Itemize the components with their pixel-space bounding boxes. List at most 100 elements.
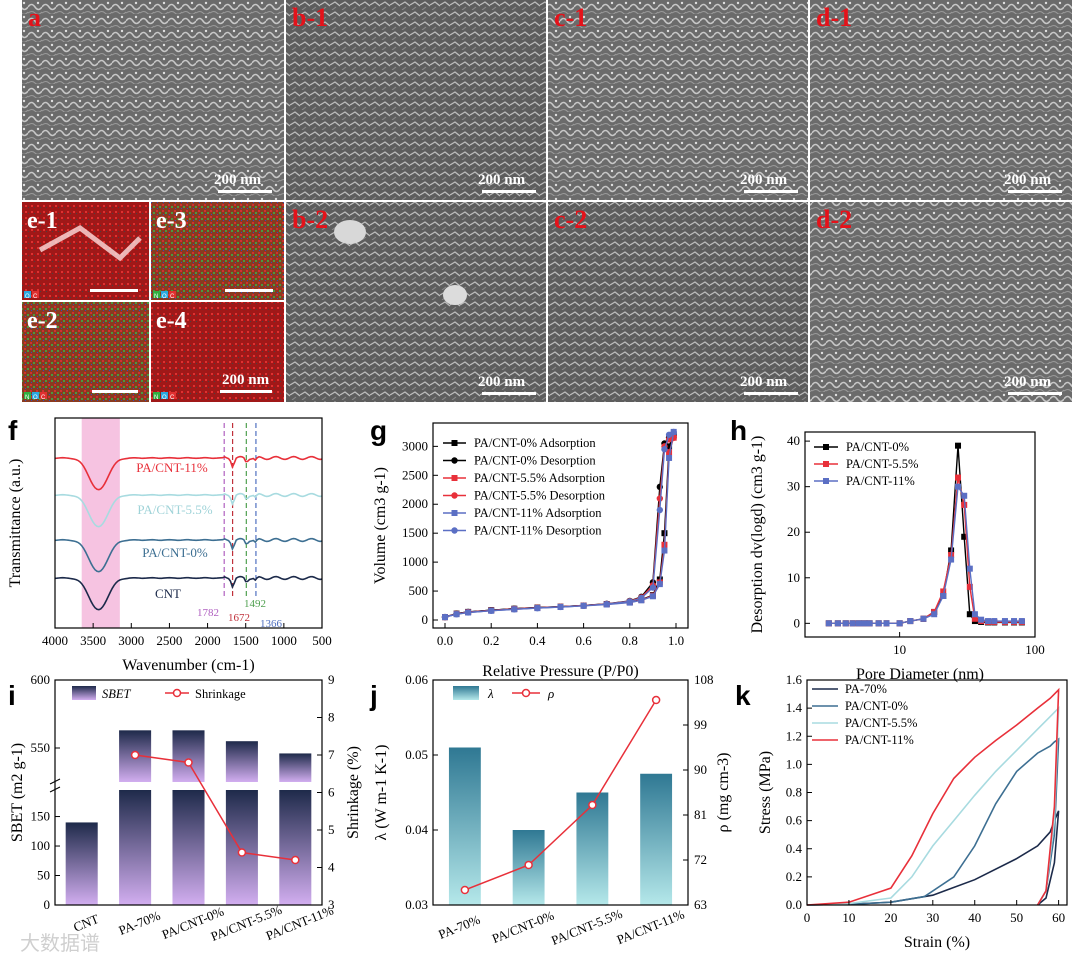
scale-bar-d2: 200 nm	[1004, 374, 1052, 390]
chart-conductivity-density: PA-70% PA/CNT-0%PA/CNT-5.5%PA/CNT-11% 0.03…	[373, 672, 732, 948]
rho-ytick-label: 81	[694, 807, 707, 822]
iso-ytick-label: 1000	[402, 554, 428, 569]
iso-xtick-label: 1.0	[668, 633, 684, 648]
stress-xlabel: Strain (%)	[904, 934, 970, 951]
sbet-ytick-label: 50	[37, 868, 50, 883]
lambda-ytick-label: 0.03	[405, 897, 428, 912]
pore-legend-marker	[823, 478, 829, 484]
iso-point	[441, 613, 449, 621]
stress-ylabel: Stress (MPa)	[757, 751, 774, 834]
scale-bar-c1: 200 nm	[740, 172, 788, 188]
iso-point	[511, 606, 518, 613]
iso-point	[603, 600, 610, 608]
shrink-ytick-label: 7	[328, 747, 335, 762]
stress-xtick-label: 20	[884, 910, 897, 925]
sbet-ylabel: SBET (m2 g-1)	[9, 743, 26, 842]
pore-point	[961, 533, 968, 540]
sbet-bar	[172, 730, 205, 782]
pore-point	[991, 618, 998, 625]
rho-legend-marker	[521, 688, 531, 698]
rho-ylabel: ρ (mg cm-3)	[715, 753, 732, 833]
ftir-peak-label: 1672	[228, 612, 250, 624]
pore-legend-label: PA/CNT-0%	[846, 440, 909, 454]
axis-break-mask	[55, 782, 63, 790]
ftir-xtick-label: 2500	[156, 633, 182, 648]
pore-point	[961, 492, 968, 499]
panel-letter-g: g	[370, 415, 387, 446]
sbet-bar	[225, 790, 258, 905]
lambda-ytick-label: 0.04	[405, 822, 428, 837]
sem-panel-c2: c-2 200 nm	[548, 202, 808, 402]
stress-xtick-label: 60	[1052, 910, 1065, 925]
shrink-ytick-label: 9	[328, 672, 335, 687]
iso-legend-label: PA/CNT-11% Desorption	[474, 524, 602, 538]
chart-sbet-shrinkage: CNT PA-70%PA/CNT-0%PA/CNT-5.5%PA/CNT-11%0…	[9, 672, 362, 944]
scale-bar-a: 200 nm	[214, 172, 262, 188]
iso-point	[580, 602, 587, 610]
stress-legend-label: PA-70%	[845, 682, 887, 696]
pore-point	[866, 620, 873, 627]
shrink-ytick-label: 8	[328, 710, 335, 725]
pore-point	[948, 556, 955, 563]
iso-xtick-label: 0.0	[437, 633, 453, 648]
iso-legend-marker	[451, 527, 458, 534]
ftir-peak-label: 1492	[244, 598, 266, 610]
ftir-series-line	[54, 455, 323, 491]
lambda-legend-label: λ	[487, 686, 494, 701]
scale-bar-b2: 200 nm	[478, 374, 526, 390]
eds-label-e1: e-1	[27, 208, 58, 234]
shrink-ytick-label: 3	[328, 897, 335, 912]
pore-point	[955, 483, 962, 490]
pore-point	[985, 618, 992, 625]
pore-legend-marker	[823, 461, 829, 467]
eds-e4-el1: O	[162, 395, 167, 401]
pore-xtick-label: 100	[1025, 642, 1045, 657]
iso-xtick-label: 0.8	[622, 633, 638, 648]
eds-e2-el2: C	[41, 395, 46, 401]
shrinkage-point	[130, 750, 140, 760]
panel-letter-k: k	[735, 680, 751, 711]
pore-ytick-label: 40	[787, 433, 800, 448]
iso-legend-marker	[451, 475, 458, 481]
iso-point	[661, 547, 668, 554]
rho-point	[460, 885, 470, 895]
rho-line	[464, 699, 657, 891]
lambda-category-label: PA-70%	[436, 912, 482, 942]
eds-label-e3: e-3	[156, 208, 187, 234]
sbet-ytick-label: 600	[31, 672, 51, 687]
shrink-ylabel: Shrinkage (%)	[345, 746, 362, 839]
scale-bar-e4: 200 nm	[222, 372, 270, 388]
pore-legend-label: PA/CNT-11%	[846, 474, 915, 488]
ftir-xtick-label: 3500	[80, 633, 106, 648]
rho-ytick-label: 72	[694, 852, 707, 867]
ftir-xtick-label: 4000	[42, 633, 68, 648]
ftir-xtick-label: 3000	[118, 633, 144, 648]
rho-ytick-label: 99	[694, 717, 707, 732]
rho-ytick-label: 90	[694, 762, 707, 777]
pore-point	[920, 615, 927, 622]
ftir-series-line	[54, 492, 323, 528]
iso-legend-marker	[451, 457, 458, 464]
iso-point	[534, 604, 541, 612]
sem-grid: a 200 nm b-1 200 nm c-1 200 nm d-1 200 n…	[22, 0, 1072, 402]
iso-point	[665, 431, 673, 438]
iso-axes-frame	[432, 422, 689, 629]
chart-stress-strain: 0 10 20 30 40 50 60 0.0 0.2 0.4 0.6 0.8 1.0 1.2 1.4 1.6…	[757, 672, 1068, 951]
sem-panel-d1: d-1 200 nm	[810, 0, 1072, 200]
ftir-ylabel: Transmittance (a.u.)	[7, 459, 24, 588]
eds-panel-e1: e-1 O C	[22, 202, 149, 300]
shrinkage-point	[184, 758, 193, 767]
sem-panel-c1: c-1 200 nm	[548, 0, 808, 200]
pore-point	[842, 620, 849, 627]
iso-xtick-label: 0.4	[529, 633, 546, 648]
iso-point	[649, 593, 656, 600]
iso-xtick-label: 0.2	[483, 633, 499, 648]
stress-ytick-label: 1.2	[786, 728, 802, 743]
ftir-series-label: PA/CNT-11%	[136, 460, 208, 475]
iso-legend-label: PA/CNT-5.5% Adsorption	[474, 471, 606, 485]
pore-ytick-label: 0	[794, 615, 801, 630]
stress-ytick-label: 0.8	[786, 785, 802, 800]
sem-label-c1: c-1	[554, 3, 587, 32]
pore-point	[971, 611, 978, 618]
